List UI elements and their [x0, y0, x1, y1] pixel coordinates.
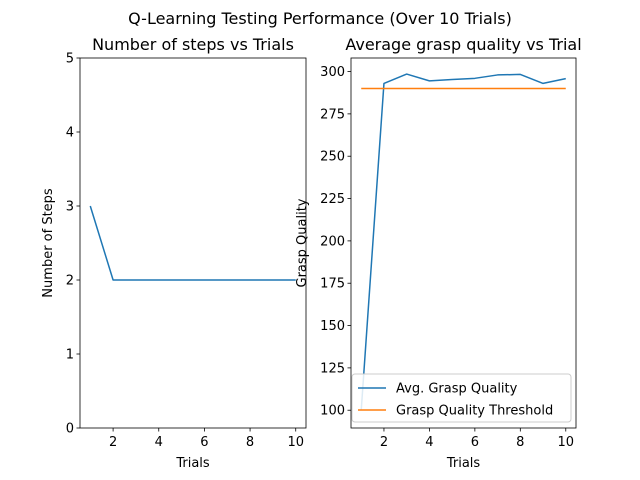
axes-frame	[350, 57, 577, 429]
legend-box	[351, 373, 572, 423]
x-tick-label: 8	[516, 435, 524, 450]
y-tick-label: 250	[320, 150, 345, 165]
legend-entry: Grasp Quality Threshold	[396, 404, 553, 419]
axes-frame	[79, 57, 307, 429]
x-axis-label: Trials	[175, 456, 210, 471]
grasp-quality-chart: Average grasp quality vs Trial 2 4 6 8 10 100 1…	[295, 35, 582, 471]
series-line-0	[360, 73, 566, 411]
x-tick-label: 2	[109, 435, 117, 450]
y-tick-label: 1	[66, 348, 74, 363]
x-tick-label: 6	[200, 435, 208, 450]
x-axis-label: Trials	[446, 456, 481, 471]
chart-title: Number of steps vs Trials	[92, 35, 294, 54]
x-tick-label: 8	[246, 435, 254, 450]
x-tick-label: 6	[471, 435, 479, 450]
y-tick-label: 300	[320, 65, 345, 80]
y-axis-label: Number of Steps	[41, 188, 56, 298]
steps-chart: Number of steps vs Trials 2 4 6 8 10 0 1 2 3 4 5 Tri…	[41, 35, 307, 471]
x-tick-label: 4	[425, 435, 433, 450]
x-tick-label: 10	[287, 435, 304, 450]
x-tick-label: 10	[557, 435, 574, 450]
legend-entry: Avg. Grasp Quality	[396, 382, 518, 397]
y-tick-label: 150	[320, 319, 345, 334]
y-tick-label: 275	[320, 107, 345, 122]
legend: Avg. Grasp Quality Grasp Quality Threshol…	[351, 373, 572, 423]
y-tick-label: 225	[320, 192, 345, 207]
y-tick-label: 175	[320, 277, 345, 292]
series-line-0	[89, 205, 296, 281]
y-tick-label: 125	[320, 361, 345, 376]
y-tick-label: 100	[320, 404, 345, 419]
y-tick-label: 200	[320, 234, 345, 249]
chart-title: Average grasp quality vs Trial	[345, 35, 581, 54]
figure-suptitle: Q-Learning Testing Performance (Over 10 …	[128, 9, 512, 28]
y-tick-label: 3	[66, 200, 74, 215]
y-tick-label: 4	[66, 126, 74, 141]
x-tick-label: 2	[380, 435, 388, 450]
y-tick-label: 5	[66, 52, 74, 67]
y-axis-label: Grasp Quality	[295, 198, 310, 287]
x-tick-label: 4	[155, 435, 163, 450]
y-tick-label: 0	[66, 422, 74, 437]
y-tick-label: 2	[66, 274, 74, 289]
